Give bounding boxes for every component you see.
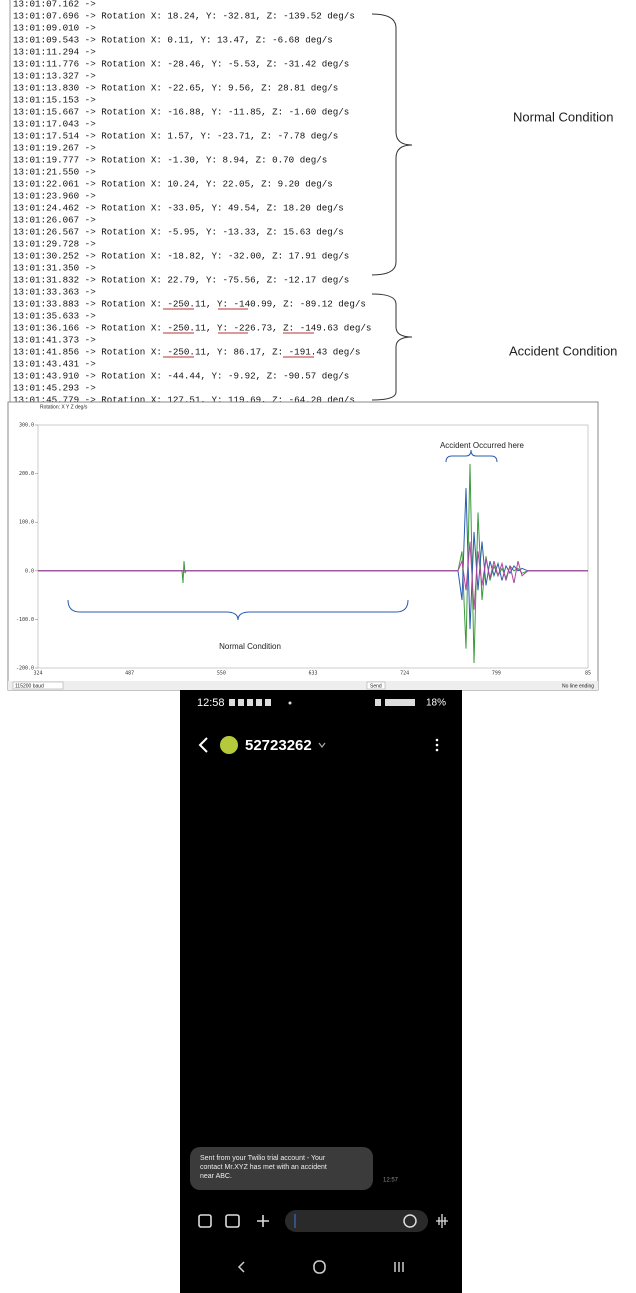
log-line: 13:01:29.728 -> <box>13 238 96 249</box>
log-line: 13:01:31.832 -> Rotation X: 22.79, Y: -7… <box>13 274 349 285</box>
log-line: 13:01:07.696 -> Rotation X: 18.24, Y: -3… <box>13 10 355 21</box>
log-line: 13:01:26.067 -> <box>13 214 96 225</box>
y-tick-label: 0.0 <box>25 568 34 574</box>
x-tick-label: 799 <box>492 671 501 677</box>
icon <box>385 699 415 706</box>
avatar[interactable] <box>220 736 238 754</box>
x-tick-label: 724 <box>400 671 409 677</box>
line-ending: No line ending <box>562 683 594 689</box>
log-line: 13:01:26.567 -> Rotation X: -5.95, Y: -1… <box>13 226 344 237</box>
annotation: Normal Condition <box>513 109 613 124</box>
log-line: 13:01:35.633 -> <box>13 310 96 321</box>
phone-screen <box>180 690 462 1293</box>
x-tick-label: 85 <box>585 671 591 677</box>
contact[interactable]: 52723262 <box>245 737 312 754</box>
log-line: 13:01:11.776 -> Rotation X: -28.46, Y: -… <box>13 58 349 69</box>
log-line: 13:01:22.061 -> Rotation X: 10.24, Y: 22… <box>13 178 333 189</box>
icon <box>238 699 244 706</box>
status-time: 12:58 <box>197 697 225 709</box>
icon <box>375 699 381 706</box>
annotation: Accident Occurred here <box>440 441 525 450</box>
log-line: 13:01:19.777 -> Rotation X: -1.30, Y: 8.… <box>13 154 327 165</box>
log-line: 13:01:13.830 -> Rotation X: -22.65, Y: 9… <box>13 82 338 93</box>
log-line: 13:01:36.166 -> Rotation X: -250.11, Y: … <box>13 322 371 333</box>
battery: 18% <box>426 698 446 709</box>
log-line: 13:01:24.462 -> Rotation X: -33.05, Y: 4… <box>13 202 344 213</box>
log-line: 13:01:43.431 -> <box>13 358 96 369</box>
log-line: 13:01:19.267 -> <box>13 142 96 153</box>
icon <box>265 699 271 706</box>
x-tick-label: 550 <box>217 671 226 677</box>
log-line: 13:01:17.514 -> Rotation X: 1.57, Y: -23… <box>13 130 338 141</box>
message-time: 12:57 <box>383 1178 399 1184</box>
log-line: 13:01:17.043 -> <box>13 118 96 129</box>
log-line: 13:01:21.550 -> <box>13 166 96 177</box>
message-input[interactable] <box>285 1210 428 1232</box>
log-line: 13:01:09.543 -> Rotation X: 0.11, Y: 13.… <box>13 34 333 45</box>
screenshot: 13:01:07.162 ->13:01:07.696 -> Rotation … <box>0 0 636 1293</box>
icon <box>289 702 292 705</box>
log-line: 13:01:41.373 -> <box>13 334 96 345</box>
log-line: 13:01:11.294 -> <box>13 46 96 57</box>
annotation: Accident Condition <box>509 343 617 358</box>
log-line: 13:01:09.010 -> <box>13 22 96 33</box>
log-line: 13:01:30.252 -> Rotation X: -18.82, Y: -… <box>13 250 349 261</box>
message-line: contact Mr.XYZ has met with an accident <box>200 1164 327 1171</box>
legend: Rotation: X Y Z deg/s <box>40 404 88 410</box>
plotter-footer <box>8 681 598 690</box>
annotation: Normal Condition <box>219 642 281 651</box>
log-line: 13:01:41.856 -> Rotation X: -250.11, Y: … <box>13 346 360 357</box>
x-tick-label: 487 <box>125 671 134 677</box>
y-tick-label: -200.0 <box>16 666 34 672</box>
menu[interactable] <box>436 739 439 752</box>
y-tick-label: -100.0 <box>16 617 34 623</box>
y-tick-label: 200.0 <box>19 471 34 477</box>
message-line: near ABC. <box>200 1173 232 1180</box>
baud: 115200 baud <box>15 683 44 689</box>
icon <box>256 699 262 706</box>
log-line: 13:01:31.350 -> <box>13 262 96 273</box>
log-line: 13:01:33.883 -> Rotation X: -250.11, Y: … <box>13 298 366 309</box>
log-line: 13:01:43.910 -> Rotation X: -44.44, Y: -… <box>13 370 349 381</box>
page: { "serial_monitor": { "lines": [ "13:01:… <box>0 0 636 1293</box>
icon <box>247 699 253 706</box>
x-tick-label: 633 <box>308 671 317 677</box>
log-line: 13:01:23.960 -> <box>13 190 96 201</box>
y-tick-label: 100.0 <box>19 520 34 526</box>
log-line: 13:01:15.667 -> Rotation X: -16.88, Y: -… <box>13 106 349 117</box>
log-line: 13:01:13.327 -> <box>13 70 96 81</box>
y-tick-label: 300.0 <box>19 423 34 429</box>
log-line: 13:01:33.363 -> <box>13 286 96 297</box>
log-line: 13:01:15.153 -> <box>13 94 96 105</box>
log-line: 13:01:45.293 -> <box>13 382 96 393</box>
icon <box>229 699 235 706</box>
x-tick-label: 324 <box>33 671 42 677</box>
log-line: 13:01:07.162 -> <box>13 0 96 9</box>
message-line: Sent from your Twilio trial account - Yo… <box>200 1155 326 1162</box>
send: Send <box>370 683 382 689</box>
